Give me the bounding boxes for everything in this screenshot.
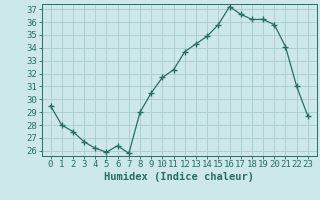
X-axis label: Humidex (Indice chaleur): Humidex (Indice chaleur) xyxy=(104,172,254,182)
